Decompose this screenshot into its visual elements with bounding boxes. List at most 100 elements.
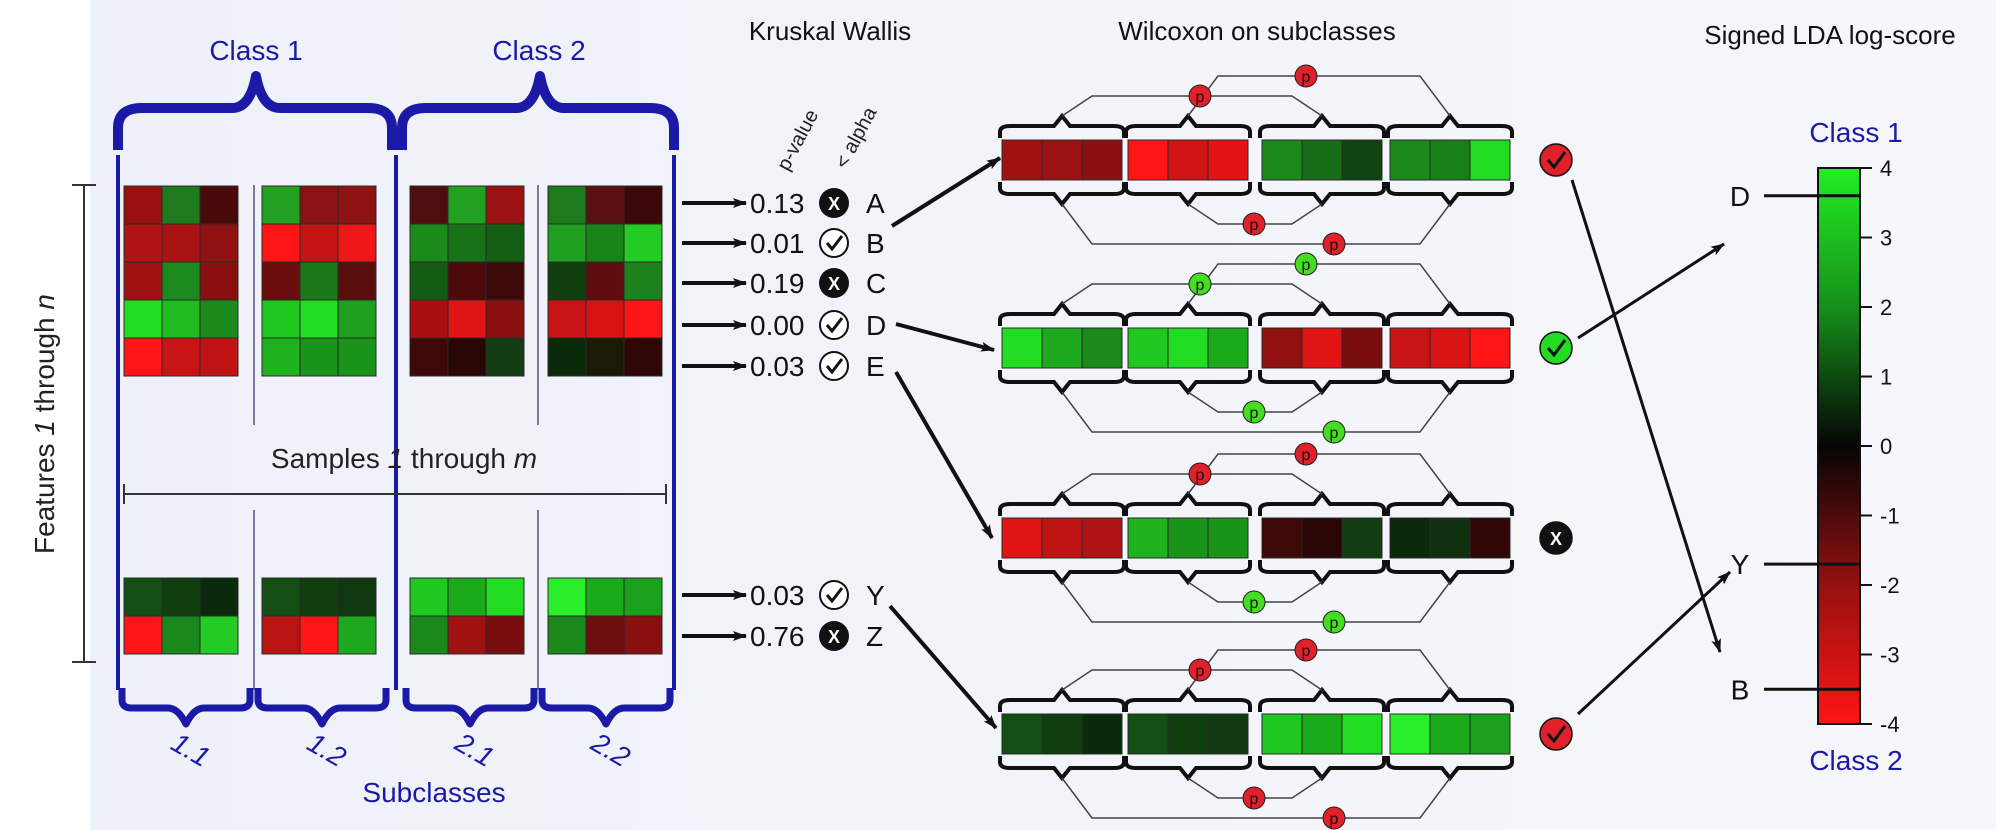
- p-badge-icon: [1294, 442, 1318, 466]
- heatmap-top-cell: [447, 337, 487, 377]
- x-badge-label: X: [828, 194, 840, 214]
- wilcoxon-heatmap-cell: [1341, 517, 1383, 559]
- heatmap-bottom-cell: [261, 577, 301, 617]
- heatmap-bottom-cell: [547, 577, 587, 617]
- checkmark-icon: [1546, 151, 1567, 170]
- heatmap-bottom-cell: [261, 615, 301, 655]
- wilcoxon-heatmap-cell: [1041, 517, 1083, 559]
- heatmap-top-cell: [261, 299, 301, 339]
- heatmap-top-cell: [199, 299, 239, 339]
- heatmap-bottom-cell: [299, 577, 339, 617]
- check-badge-icon: [819, 351, 849, 381]
- left-panel-separators: [116, 155, 676, 690]
- p-badge-label: p: [1196, 89, 1205, 106]
- heatmap-top-cell: [299, 337, 339, 377]
- check-badge-icon: [1539, 331, 1573, 365]
- wilcoxon-heatmap-cell: [1429, 517, 1471, 559]
- wilcoxon-heatmap-cell: [1341, 327, 1383, 369]
- check-badge-icon: [1539, 717, 1573, 751]
- class-1-brace: [113, 71, 397, 150]
- wilcoxon-heatmap-cell: [1469, 713, 1511, 755]
- subclasses-label: Subclasses: [362, 777, 505, 808]
- x-badge-icon: [819, 268, 849, 298]
- kw-row-z: 0.76 X Z: [682, 621, 883, 652]
- p-badge-icon: [1322, 232, 1346, 256]
- lda-tick-label: -2: [1880, 573, 1900, 598]
- p-badge-label: p: [1250, 405, 1259, 422]
- class-2-label: Class 2: [492, 35, 585, 66]
- heatmap-top-cell: [485, 261, 525, 301]
- heatmap-top-cell: [199, 261, 239, 301]
- p-badge-icon: [1322, 420, 1346, 444]
- heatmap-top-cell: [123, 185, 163, 225]
- p-badge-icon: [1242, 786, 1266, 810]
- features-span-bar: [72, 184, 96, 663]
- p-badge-icon: [1294, 64, 1318, 88]
- p-badge-icon: [1322, 610, 1346, 634]
- checkmark-icon: [1546, 339, 1567, 358]
- wilcoxon-heatmap-cell: [1261, 139, 1303, 181]
- heatmap-top-cell: [623, 299, 663, 339]
- wilcoxon-heatmap-cell: [1469, 327, 1511, 369]
- wilcoxon-heatmap-cell: [1127, 517, 1169, 559]
- heatmap-top-cell: [161, 261, 201, 301]
- wilcoxon-heatmap-cell: [1167, 713, 1209, 755]
- heatmap-bottom-cell: [585, 577, 625, 617]
- p-badge-label: p: [1330, 425, 1339, 442]
- heatmap-top-cell: [123, 261, 163, 301]
- wilcoxon-title: Wilcoxon on subclasses: [1118, 16, 1395, 46]
- lda-tick-label: 1: [1880, 365, 1892, 390]
- heatmap-bottom-cell: [337, 577, 377, 617]
- heatmap-bottom-cell: [199, 615, 239, 655]
- feature-label: A: [866, 188, 885, 219]
- heatmap-top-cell: [199, 337, 239, 377]
- p-badge-label: p: [1196, 467, 1205, 484]
- kw-row-c: 0.19 X C: [682, 268, 886, 299]
- heatmap-top-cell: [299, 299, 339, 339]
- lda-tick-label: 0: [1880, 434, 1892, 459]
- heatmap-top-cell: [585, 185, 625, 225]
- p-badge-label: p: [1250, 595, 1259, 612]
- p-badge-icon: [1294, 252, 1318, 276]
- heatmap-left-top: [123, 185, 663, 377]
- wilcoxon-heatmap-cell: [1167, 517, 1209, 559]
- heatmap-bottom-cell: [123, 577, 163, 617]
- heatmap-top-cell: [161, 223, 201, 263]
- feature-label: B: [866, 228, 885, 259]
- heatmap-top-cell: [337, 299, 377, 339]
- lda-title: Signed LDA log-score: [1704, 20, 1955, 50]
- heatmap-top-cell: [337, 223, 377, 263]
- wilcoxon-heatmap-cell: [1389, 327, 1431, 369]
- p-badge-icon: [1242, 590, 1266, 614]
- feature-label: E: [866, 351, 885, 382]
- kruskal-wallis-rows: 0.13 X A 0.01 B 0.19 X C 0.00 D 0.03 E 0.03 Y 0.76 X Z: [682, 188, 886, 652]
- checkmark-icon: [825, 587, 844, 604]
- heatmap-top-cell: [585, 261, 625, 301]
- heatmap-top-cell: [161, 299, 201, 339]
- feature-label: Y: [866, 580, 885, 611]
- class-2-brace: [397, 71, 679, 150]
- heatmap-top-cell: [261, 223, 301, 263]
- wilcoxon-heatmap-cell: [1001, 713, 1043, 755]
- lda-feature-label: B: [1731, 674, 1750, 705]
- wilcoxon-heatmap-cell: [1301, 517, 1343, 559]
- wilcoxon-heatmap-cell: [1261, 327, 1303, 369]
- feature-label: C: [866, 268, 886, 299]
- wilcoxon-heatmap-cell: [1127, 139, 1169, 181]
- x-badge-label: X: [828, 274, 840, 294]
- heatmap-bottom-cell: [623, 615, 663, 655]
- wilcoxon-heatmap-cell: [1001, 139, 1043, 181]
- heatmap-top-cell: [447, 261, 487, 301]
- heatmap-bottom-cell: [409, 615, 449, 655]
- heatmap-top-cell: [409, 223, 449, 263]
- p-badge-label: p: [1302, 447, 1311, 464]
- comparison-line: [1061, 777, 1451, 819]
- heatmap-top-cell: [485, 185, 525, 225]
- p-badge-icon: [1242, 212, 1266, 236]
- heatmap-bottom-cell: [337, 615, 377, 655]
- heatmap-bottom-cell: [299, 615, 339, 655]
- wilcoxon-heatmap-cell: [1341, 139, 1383, 181]
- comparison-line: [1061, 203, 1451, 245]
- heatmap-top-cell: [585, 223, 625, 263]
- heatmap-top-cell: [623, 261, 663, 301]
